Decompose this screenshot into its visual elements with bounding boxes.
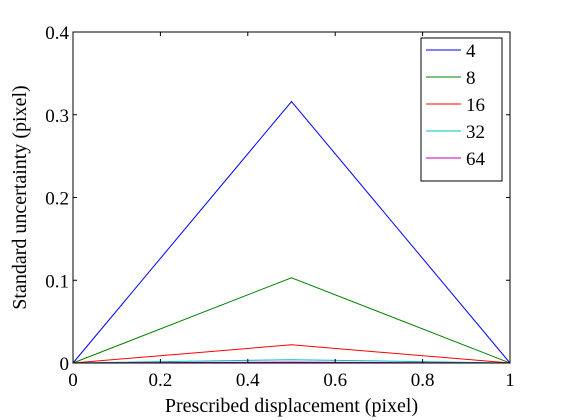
ticks-layer: 0 0.2 0.4 0.6 0.8 1 0 0.1 0.2 0.3 0.4 [45, 23, 515, 391]
x-tick-label: 0.6 [323, 370, 347, 391]
legend-label-8: 8 [466, 68, 476, 89]
x-tick-label: 0.4 [236, 370, 260, 391]
y-tick-label: 0 [60, 354, 70, 375]
x-tick-label: 0.2 [149, 370, 173, 391]
series-layer [72, 100, 511, 364]
x-tick-label: 1 [505, 370, 515, 391]
series-line-16 [72, 344, 511, 364]
y-tick-label: 0.2 [45, 189, 69, 210]
legend-label-4: 4 [466, 41, 476, 62]
x-tick-label: 0 [68, 370, 78, 391]
y-tick-label: 0.1 [45, 271, 69, 292]
series-line-32 [72, 359, 511, 364]
x-axis-label: Prescribed displacement (pixel) [165, 395, 418, 417]
series-line-4 [72, 100, 511, 364]
legend-box [420, 37, 503, 182]
series-line-8 [72, 277, 511, 364]
legend-label-64: 64 [466, 149, 486, 170]
y-tick-label: 0.3 [45, 106, 69, 127]
legend-label-32: 32 [466, 122, 485, 143]
y-tick-label: 0.4 [45, 23, 69, 44]
x-tick-label: 0.8 [411, 370, 435, 391]
legend: 4 8 16 32 64 [420, 37, 503, 182]
y-axis-label: Standard uncertainty (pixel) [9, 85, 31, 309]
legend-label-16: 16 [466, 95, 485, 116]
